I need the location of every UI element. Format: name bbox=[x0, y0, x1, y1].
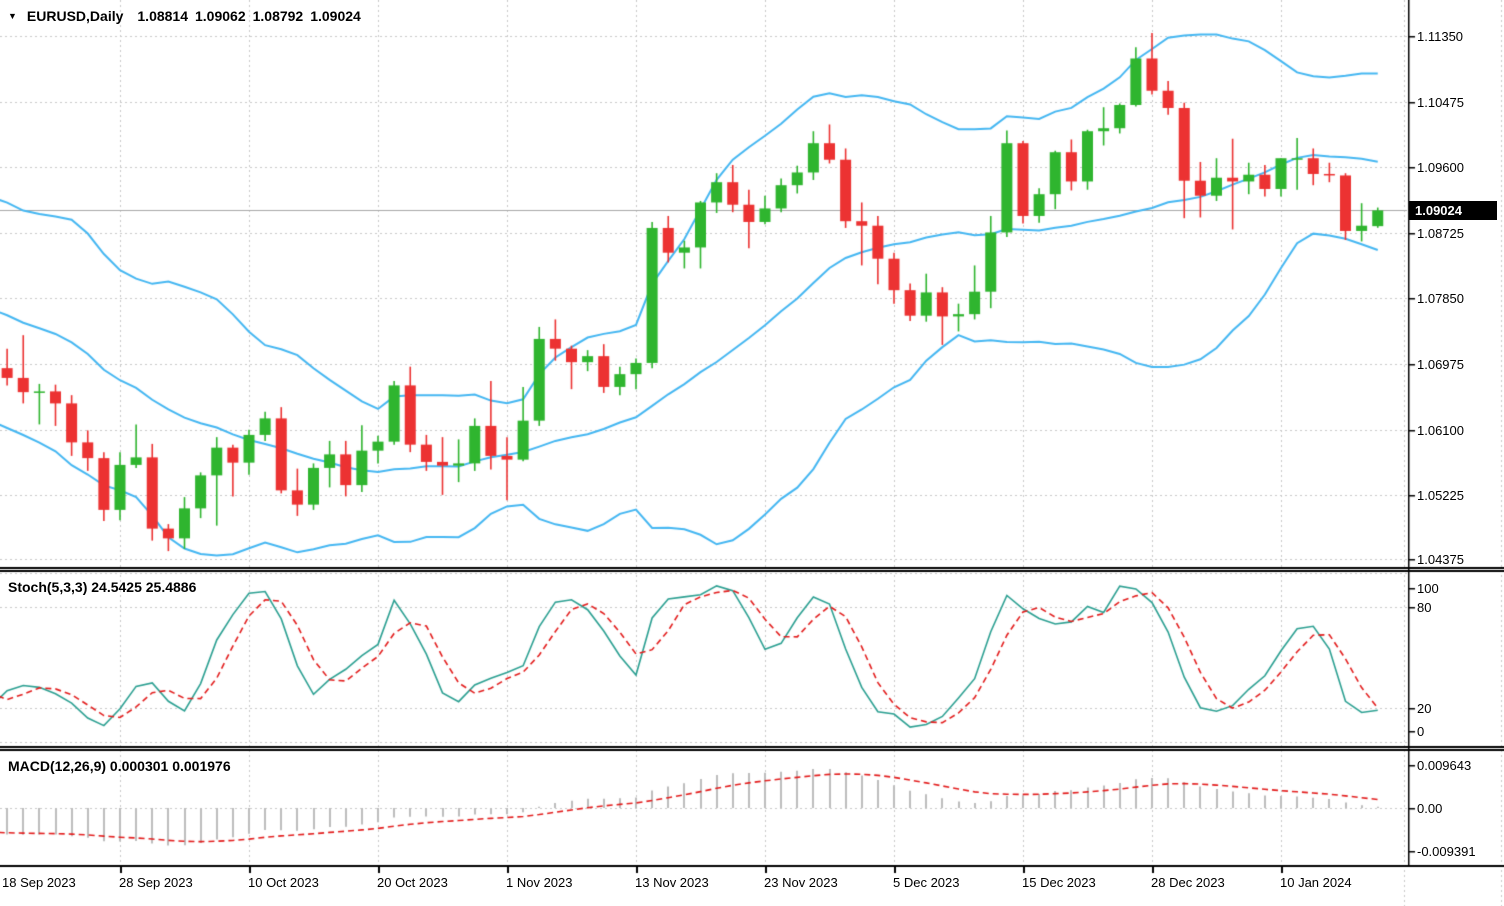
quote-close: 1.09024 bbox=[310, 8, 361, 24]
price-axis-label: 1.09600 bbox=[1417, 160, 1464, 176]
date-axis-label: 1 Nov 2023 bbox=[506, 875, 573, 890]
price-axis-label: 1.07850 bbox=[1417, 291, 1464, 307]
chart-header: ▼ EURUSD,Daily 1.08814 1.09062 1.08792 1.0902… bbox=[8, 9, 361, 23]
macd-value: 0.000301 bbox=[109, 758, 169, 774]
macd-signal-value: 0.001976 bbox=[172, 758, 231, 774]
date-axis-label: 13 Nov 2023 bbox=[635, 875, 709, 890]
date-axis-label: 28 Sep 2023 bbox=[119, 875, 193, 890]
price-axis-label: 1.04375 bbox=[1417, 551, 1464, 567]
stoch-label: Stoch(5,3,3) bbox=[8, 579, 88, 595]
stoch-axis-label: 80 bbox=[1417, 600, 1432, 615]
date-axis-label: 10 Oct 2023 bbox=[248, 875, 319, 890]
date-axis-label: 23 Nov 2023 bbox=[764, 875, 838, 890]
symbol-title: EURUSD,Daily bbox=[26, 8, 124, 24]
price-axis-label: 1.06975 bbox=[1417, 357, 1464, 373]
quote-open: 1.08814 bbox=[137, 8, 188, 24]
price-axis-label: 1.10475 bbox=[1417, 94, 1464, 110]
stoch-axis-label: 20 bbox=[1417, 701, 1432, 716]
stoch-k-value: 24.5425 bbox=[91, 579, 142, 595]
price-axis-label: 1.05225 bbox=[1417, 488, 1464, 504]
current-price-tag: 1.09024 bbox=[1409, 201, 1497, 220]
date-axis-label: 5 Dec 2023 bbox=[893, 875, 960, 890]
price-axis-label: 1.06100 bbox=[1417, 422, 1464, 438]
date-axis-label: 15 Dec 2023 bbox=[1022, 875, 1096, 890]
stoch-panel-header: Stoch(5,3,3) 24.5425 25.4886 bbox=[8, 580, 196, 594]
macd-axis-label: 0.009643 bbox=[1417, 758, 1472, 773]
date-axis-label: 10 Jan 2024 bbox=[1280, 875, 1352, 890]
price-axis-label: 1.11350 bbox=[1417, 29, 1464, 44]
date-axis-label: 20 Oct 2023 bbox=[377, 875, 448, 890]
date-axis-label: 28 Dec 2023 bbox=[1151, 875, 1225, 890]
macd-panel-header: MACD(12,26,9) 0.000301 0.001976 bbox=[8, 759, 231, 773]
macd-axis-label: -0.009391 bbox=[1417, 844, 1476, 859]
price-axis-label: 1.08725 bbox=[1417, 225, 1464, 241]
stoch-d-value: 25.4886 bbox=[145, 579, 197, 595]
macd-label: MACD(12,26,9) bbox=[8, 758, 107, 774]
quote-high: 1.09062 bbox=[195, 8, 246, 24]
macd-axis-label: 0.00 bbox=[1417, 801, 1443, 816]
quote-low: 1.08792 bbox=[252, 8, 304, 24]
chart-marker-icon: ▼ bbox=[8, 11, 17, 21]
stoch-axis-label: 100 bbox=[1417, 581, 1439, 596]
stoch-axis-label: 0 bbox=[1417, 724, 1425, 739]
date-axis-label: 18 Sep 2023 bbox=[2, 875, 76, 890]
